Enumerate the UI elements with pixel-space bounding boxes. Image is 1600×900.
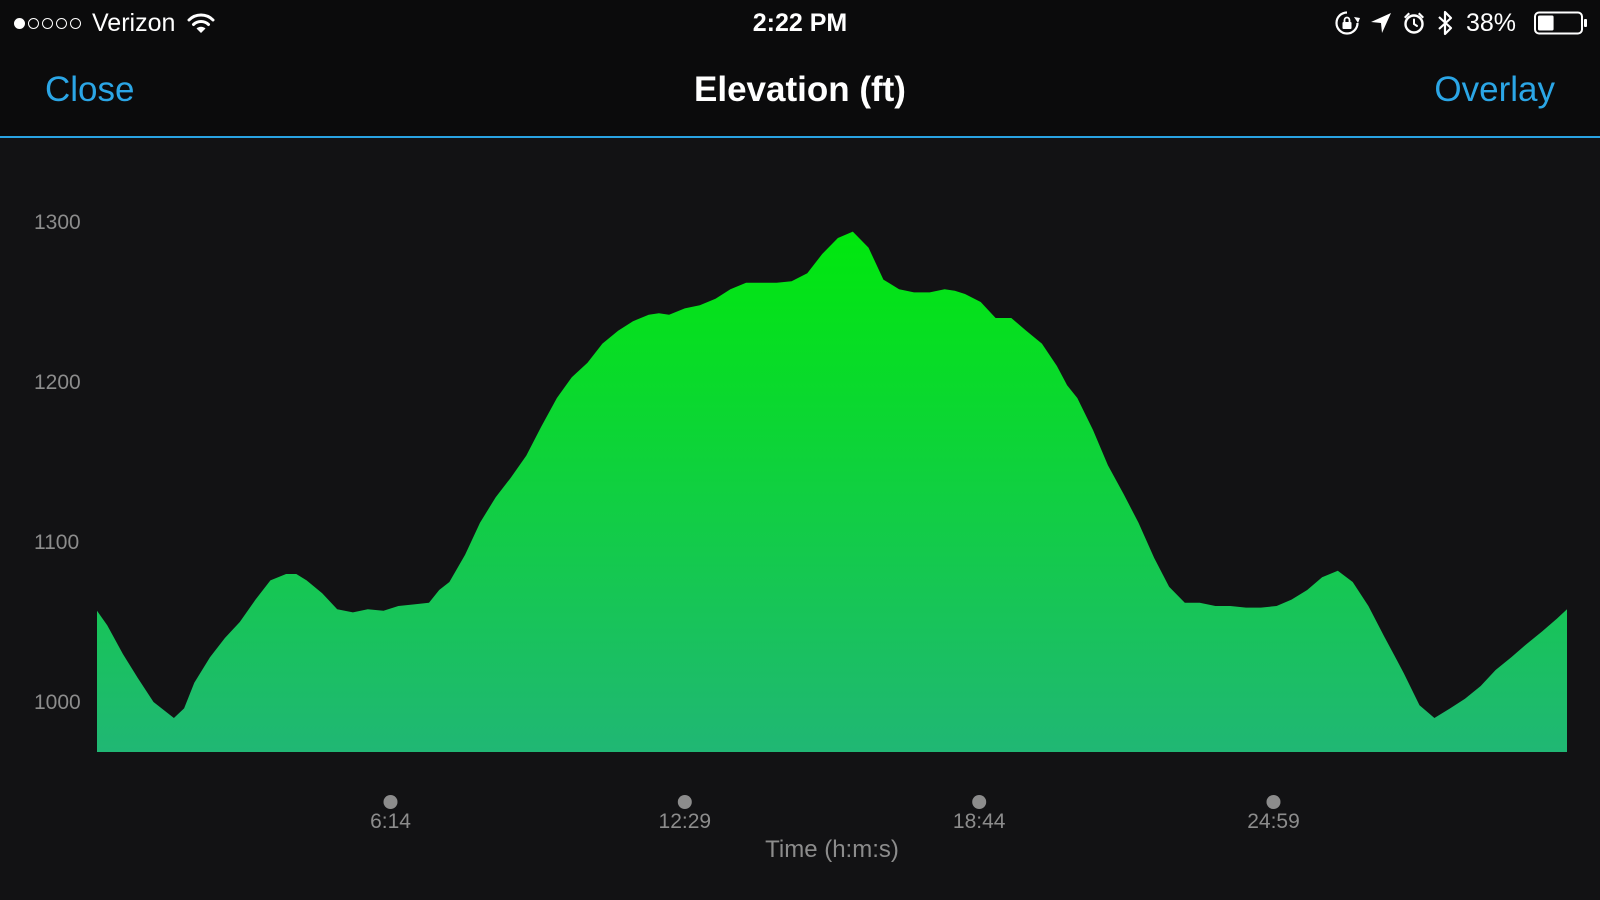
x-tick-dot <box>1266 795 1281 809</box>
elevation-chart[interactable]: 1000 1100 1200 1300 6:14 12:29 18:44 24:59 Tim… <box>0 138 1600 900</box>
location-arrow-icon <box>1370 13 1391 33</box>
x-tick-dot <box>972 795 987 809</box>
signal-dot <box>42 17 53 29</box>
battery-percent: 38% <box>1465 8 1516 37</box>
x-tick-label: 12:29 <box>659 810 712 833</box>
x-tick-dot <box>383 795 398 809</box>
elevation-chart-svg: 1000 1100 1200 1300 6:14 12:29 18:44 24:59 Tim… <box>34 211 1567 863</box>
y-tick-label: 1000 <box>34 691 81 714</box>
wifi-icon <box>187 13 215 33</box>
nav-bar: Close Elevation (ft) Overlay <box>0 46 1600 138</box>
status-bar: Verizon 2:22 PM <box>0 0 1600 46</box>
signal-dot <box>56 17 67 29</box>
signal-dot <box>28 17 39 29</box>
status-time: 2:22 PM <box>752 9 848 37</box>
status-left: Verizon <box>14 8 215 38</box>
status-right: 38% <box>1324 8 1588 38</box>
rotation-lock-icon <box>1335 11 1360 35</box>
x-axis-title: Time (h:m:s) <box>765 836 899 863</box>
bluetooth-icon <box>1438 10 1453 36</box>
y-tick-label: 1200 <box>34 371 81 394</box>
battery-icon <box>1534 11 1587 35</box>
x-tick-label: 24:59 <box>1247 810 1300 833</box>
signal-strength-icon <box>14 17 84 29</box>
elevation-area <box>97 231 1567 753</box>
alarm-clock-icon <box>1403 12 1424 34</box>
close-button[interactable]: Close <box>45 70 135 109</box>
x-tick-label: 6:14 <box>370 810 411 833</box>
y-axis-labels: 1000 1100 1200 1300 <box>34 211 81 714</box>
y-tick-label: 1100 <box>34 531 79 554</box>
x-tick-label: 18:44 <box>953 810 1006 833</box>
page-title: Elevation (ft) <box>694 70 906 109</box>
x-axis: 6:14 12:29 18:44 24:59 <box>370 795 1300 833</box>
signal-dot <box>14 17 25 29</box>
x-tick-dot <box>677 795 692 809</box>
overlay-button[interactable]: Overlay <box>1434 70 1555 109</box>
carrier-name: Verizon <box>92 8 176 37</box>
y-tick-label: 1300 <box>34 211 81 234</box>
signal-dot <box>70 17 81 29</box>
